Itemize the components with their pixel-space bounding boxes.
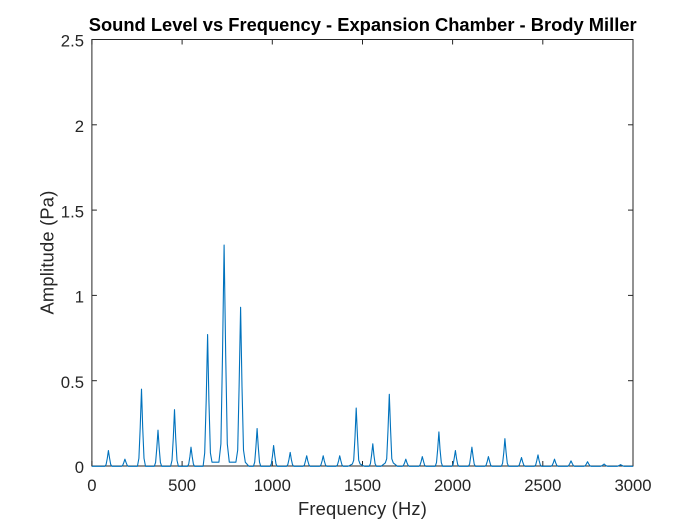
svg-text:Sound Level vs Frequency - Exp: Sound Level vs Frequency - Expansion Cha… bbox=[89, 14, 637, 35]
svg-text:2: 2 bbox=[75, 117, 84, 136]
svg-text:Frequency (Hz): Frequency (Hz) bbox=[298, 498, 427, 519]
svg-text:1.5: 1.5 bbox=[61, 202, 84, 221]
svg-text:3000: 3000 bbox=[614, 476, 651, 495]
svg-text:2000: 2000 bbox=[434, 476, 471, 495]
svg-text:0: 0 bbox=[75, 458, 84, 477]
svg-text:1: 1 bbox=[75, 288, 84, 307]
svg-text:2500: 2500 bbox=[524, 476, 561, 495]
svg-text:2.5: 2.5 bbox=[61, 32, 84, 51]
svg-text:0: 0 bbox=[87, 476, 96, 495]
svg-text:1500: 1500 bbox=[344, 476, 381, 495]
svg-text:0.5: 0.5 bbox=[61, 373, 84, 392]
svg-text:500: 500 bbox=[168, 476, 196, 495]
svg-text:1000: 1000 bbox=[254, 476, 291, 495]
svg-text:Amplitude (Pa): Amplitude (Pa) bbox=[37, 190, 58, 314]
